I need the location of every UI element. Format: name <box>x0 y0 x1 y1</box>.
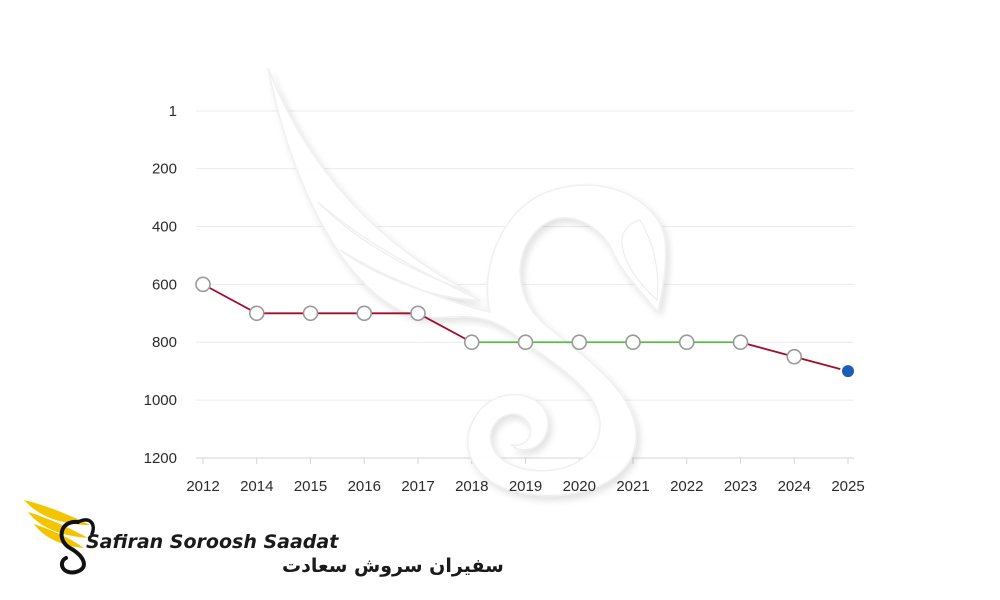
data-point <box>463 334 480 351</box>
y-tick-label: 800 <box>152 334 177 351</box>
y-tick-label: 400 <box>152 218 177 235</box>
data-point <box>195 276 211 293</box>
y-tick-label: 1 <box>169 103 177 120</box>
brand-name-en: Safiran Soroosh Saadat <box>86 531 339 553</box>
logo: Safiran Soroosh Saadat سفیران سروش سعادت <box>24 500 504 577</box>
data-point <box>410 305 426 322</box>
x-tick-label: 2022 <box>670 478 703 495</box>
logo-s-mark <box>59 519 86 575</box>
wing-feather <box>24 500 90 525</box>
data-point <box>571 334 588 351</box>
data-point <box>840 363 856 380</box>
line-segment <box>794 355 849 373</box>
data-point <box>786 348 803 365</box>
series-line <box>202 283 849 373</box>
logo-head <box>76 518 95 536</box>
x-tick-label: 2019 <box>509 478 542 495</box>
data-point <box>678 334 695 351</box>
x-tick-label: 2014 <box>240 478 273 495</box>
wing-logo-icon <box>24 500 95 575</box>
x-tick-label: 2012 <box>186 478 219 495</box>
x-tick-label: 2015 <box>294 478 327 495</box>
x-tick-label: 2021 <box>616 478 649 495</box>
data-point <box>732 334 749 351</box>
data-point <box>517 334 534 351</box>
winged-s-watermark-icon <box>267 67 667 497</box>
y-tick-label: 1000 <box>144 392 177 409</box>
wing-feather <box>34 524 84 548</box>
data-point <box>356 305 373 322</box>
line-segment <box>417 312 473 344</box>
x-tick-label: 2017 <box>401 478 434 495</box>
series-markers <box>195 276 856 380</box>
y-tick-label: 200 <box>152 161 177 178</box>
x-tick-label: 2016 <box>348 478 381 495</box>
brand-name-fa: سفیران سروش سعادت <box>282 555 504 577</box>
y-tick-label: 600 <box>152 276 177 293</box>
x-tick-label: 2020 <box>563 478 596 495</box>
wing-feather <box>28 512 88 538</box>
data-point <box>302 305 319 322</box>
x-tick-label: 2025 <box>831 478 864 495</box>
line-segment <box>202 283 258 315</box>
x-tick-label: 2023 <box>724 478 757 495</box>
x-tick-label: 2018 <box>455 478 488 495</box>
data-point <box>625 334 641 351</box>
line-segment <box>740 341 795 358</box>
data-point <box>248 305 265 322</box>
y-tick-label: 1200 <box>144 450 177 467</box>
x-tick-label: 2024 <box>778 478 811 495</box>
